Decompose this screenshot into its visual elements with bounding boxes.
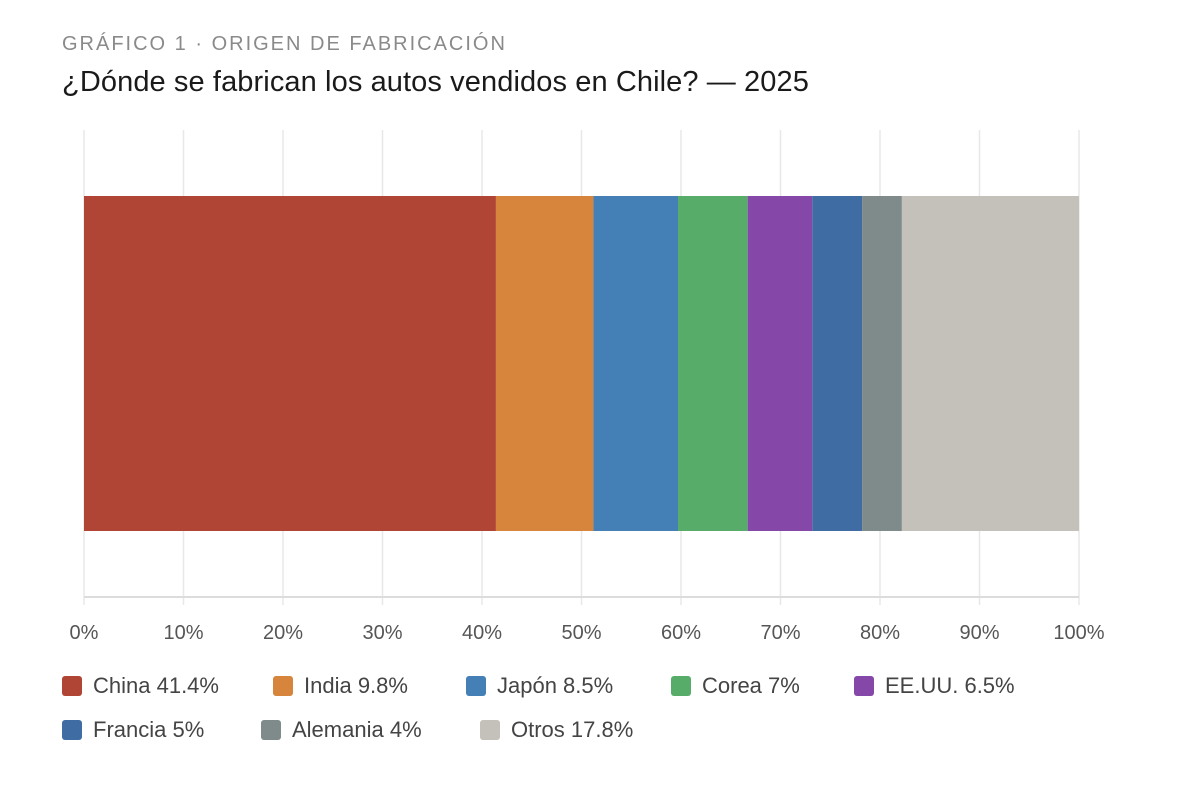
- bar-segment-india: [495, 196, 594, 531]
- legend-label-otros: Otros 17.8%: [511, 717, 634, 742]
- x-axis: 0% 10% 20% 30% 40% 50% 60% 70% 80% 90% 100%: [70, 596, 1105, 644]
- bar-segments: [84, 196, 1079, 531]
- legend-label-corea: Corea 7%: [702, 673, 800, 698]
- bar-segment-alemania: [862, 196, 902, 531]
- legend-label-alemania: Alemania 4%: [292, 717, 422, 742]
- bar-segment-francia: [812, 196, 863, 531]
- x-tick-label: 70%: [760, 622, 800, 644]
- chart-title: ¿Dónde se fabrican los autos vendidos en…: [62, 66, 809, 98]
- legend-row-2: Francia 5% Alemania 4% Otros 17.8%: [62, 714, 1162, 746]
- x-tick-label: 10%: [163, 622, 203, 644]
- legend-item-otros: Otros 17.8%: [480, 717, 633, 743]
- bar-segment-eeuu: [747, 196, 813, 531]
- legend-label-china: China 41.4%: [93, 673, 219, 698]
- chart-eyebrow: GRÁFICO 1 · ORIGEN DE FABRICACIÓN: [62, 33, 507, 55]
- legend-item-corea: Corea 7%: [671, 673, 854, 699]
- x-tick-label: 80%: [860, 622, 900, 644]
- legend-swatch-otros: [480, 720, 500, 740]
- legend-item-francia: Francia 5%: [62, 717, 261, 743]
- legend-swatch-china: [62, 676, 82, 696]
- legend-item-eeuu: EE.UU. 6.5%: [854, 673, 1015, 699]
- legend-row-1: China 41.4% India 9.8% Japón 8.5% Corea …: [62, 670, 1162, 702]
- x-tick-label: 90%: [959, 622, 999, 644]
- bar-segment-japón: [593, 196, 679, 531]
- x-tick-label: 60%: [661, 622, 701, 644]
- bar-segment-otros: [901, 196, 1079, 531]
- legend-swatch-alemania: [261, 720, 281, 740]
- legend-label-india: India 9.8%: [304, 673, 408, 698]
- legend-item-japon: Japón 8.5%: [466, 673, 671, 699]
- x-tick-label: 50%: [561, 622, 601, 644]
- legend-item-india: India 9.8%: [273, 673, 466, 699]
- x-tick-label: 30%: [362, 622, 402, 644]
- legend-label-eeuu: EE.UU. 6.5%: [885, 673, 1015, 698]
- x-tick-label: 0%: [70, 622, 99, 644]
- x-tick-label: 20%: [263, 622, 303, 644]
- bar-segment-corea: [678, 196, 748, 531]
- x-tick-label: 40%: [462, 622, 502, 644]
- legend-swatch-corea: [671, 676, 691, 696]
- bar-segment-china: [84, 196, 496, 531]
- legend-item-china: China 41.4%: [62, 673, 273, 699]
- legend-swatch-japon: [466, 676, 486, 696]
- legend-label-japon: Japón 8.5%: [497, 673, 614, 698]
- stacked-bar-chart: 0% 10% 20% 30% 40% 50% 60% 70% 80% 90% 100%: [70, 130, 1105, 644]
- legend-swatch-india: [273, 676, 293, 696]
- legend-swatch-eeuu: [854, 676, 874, 696]
- legend: China 41.4% India 9.8% Japón 8.5% Corea …: [62, 670, 1162, 758]
- legend-item-alemania: Alemania 4%: [261, 717, 480, 743]
- x-tick-label: 100%: [1053, 622, 1104, 644]
- legend-label-francia: Francia 5%: [93, 717, 205, 742]
- legend-swatch-francia: [62, 720, 82, 740]
